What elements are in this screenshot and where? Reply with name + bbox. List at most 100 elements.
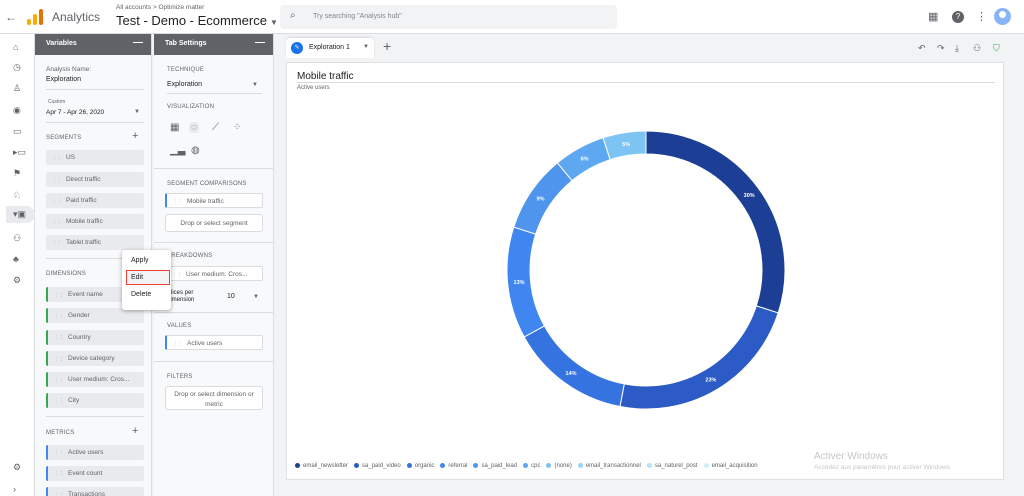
explore-icon[interactable]: ▾▣ bbox=[6, 206, 35, 223]
dimension-chip[interactable]: Gender bbox=[46, 308, 144, 323]
admin-icon[interactable]: ⚙ bbox=[13, 275, 22, 285]
legend-item[interactable]: organic bbox=[406, 462, 434, 469]
slice-label: 14% bbox=[566, 371, 577, 377]
divider bbox=[46, 122, 144, 123]
conversions-icon[interactable]: ▸▭ bbox=[13, 147, 27, 157]
audience-icon[interactable]: ♙ bbox=[13, 83, 22, 93]
table-icon[interactable]: ▦ bbox=[170, 122, 180, 133]
variables-header: Variables — bbox=[35, 34, 151, 55]
segment-chip[interactable]: Tablet traffic bbox=[46, 235, 144, 250]
globe-icon[interactable]: ◍ bbox=[191, 145, 200, 156]
tab-exploration-1[interactable]: ✎ Exploration 1 ▼ bbox=[286, 38, 374, 58]
arrow-left-icon[interactable]: ← bbox=[5, 10, 17, 24]
more-vert-icon[interactable]: ⋮ bbox=[976, 11, 987, 23]
legend-item[interactable]: referral bbox=[440, 462, 467, 469]
donut-slice-sa_paid_video[interactable] bbox=[619, 305, 779, 410]
caret-down-icon[interactable]: ▼ bbox=[363, 44, 369, 50]
analytics-logo-icon bbox=[27, 9, 43, 25]
drop-segment-zone[interactable]: Drop or select segment bbox=[165, 214, 263, 232]
dimension-chip[interactable]: Event name bbox=[46, 287, 144, 302]
technique-label: TECHNIQUE bbox=[167, 67, 205, 73]
segments-label: SEGMENTS bbox=[46, 135, 82, 141]
legend-item[interactable]: sa_paid_video bbox=[354, 462, 401, 469]
chart-legend: email_newsletter sa_paid_video organic refe… bbox=[295, 460, 764, 470]
account-icon[interactable] bbox=[994, 8, 1011, 25]
line-chart-icon[interactable]: ⟋ bbox=[212, 122, 219, 133]
delete-menu-item[interactable]: Delete bbox=[131, 291, 152, 298]
values-label: VALUES bbox=[167, 323, 192, 329]
legend-dot-icon bbox=[473, 462, 479, 468]
edit-menu-item[interactable]: Edit bbox=[126, 270, 170, 285]
slice-label: 13% bbox=[514, 280, 525, 286]
acquisition-icon[interactable]: ◉ bbox=[13, 105, 21, 115]
share-users-icon[interactable]: ⚇ bbox=[973, 43, 982, 53]
dimension-chip[interactable]: City bbox=[46, 393, 144, 408]
download-icon[interactable]: ⤓ bbox=[955, 43, 959, 53]
expand-icon[interactable]: › bbox=[13, 484, 16, 494]
donut-slice-organic[interactable] bbox=[523, 325, 625, 408]
donut-slice-(none)[interactable] bbox=[602, 130, 647, 161]
legend-label: email_transactionnel bbox=[585, 463, 641, 469]
legend-item[interactable]: sa_naturel_post bbox=[646, 462, 698, 469]
add-segment-button[interactable]: + bbox=[132, 130, 139, 142]
dimension-chip[interactable]: User medium: Cros... bbox=[46, 372, 144, 387]
search-input[interactable]: ⌕ Try searching "Analysis hub" bbox=[280, 5, 617, 29]
metric-chip[interactable]: Active users bbox=[46, 445, 144, 460]
technique-select[interactable]: Exploration bbox=[167, 81, 203, 88]
help-icon[interactable]: ? bbox=[952, 11, 964, 23]
segment-chip[interactable]: Direct traffic bbox=[46, 172, 144, 187]
property-name: Test - Demo - Ecommerce bbox=[116, 13, 267, 28]
dimension-chip[interactable]: Device category bbox=[46, 351, 144, 366]
add-metric-button[interactable]: + bbox=[132, 425, 139, 437]
behavior-icon[interactable]: ▭ bbox=[13, 126, 22, 136]
drop-filter-zone[interactable]: Drop or select dimension or metric bbox=[165, 386, 263, 410]
breadcrumb[interactable]: All accounts > Optimize matter bbox=[116, 4, 205, 11]
legend-label: email_acquisition bbox=[711, 463, 758, 469]
flag-icon[interactable]: ⚑ bbox=[13, 168, 22, 178]
analysis-name-input[interactable]: Exploration bbox=[46, 76, 82, 83]
custom-label: Custom bbox=[48, 99, 66, 105]
date-range-select[interactable]: Apr 7 - Apr 26, 2020 bbox=[46, 109, 105, 116]
breakdown-chip[interactable]: User medium: Cros... bbox=[165, 266, 263, 281]
segment-context-menu: Apply Edit Delete bbox=[122, 250, 171, 310]
donut-slice-email_newsletter[interactable] bbox=[645, 130, 786, 314]
plus-icon[interactable]: + bbox=[383, 38, 392, 54]
legend-dot-icon bbox=[440, 462, 446, 468]
legend-label: email_newsletter bbox=[303, 463, 349, 469]
scatter-icon[interactable]: ⁘ bbox=[233, 122, 242, 133]
metric-chip[interactable]: Event count bbox=[46, 466, 144, 481]
segment-chip[interactable]: Mobile traffic bbox=[46, 214, 144, 229]
value-chip[interactable]: Active users bbox=[165, 335, 263, 350]
attribution-icon[interactable]: ♘ bbox=[13, 190, 22, 200]
segment-chip[interactable]: Paid traffic bbox=[46, 193, 144, 208]
legend-item[interactable]: cpc bbox=[523, 462, 540, 469]
legend-item[interactable]: sa_paid_lead bbox=[473, 462, 517, 469]
bar-chart-icon[interactable]: ▁▃ bbox=[170, 145, 186, 156]
legend-item[interactable]: email_acquisition bbox=[703, 462, 758, 469]
undo-icon[interactable]: ↶ bbox=[918, 43, 926, 53]
divider bbox=[154, 361, 273, 362]
slices-select[interactable]: 10 bbox=[227, 293, 235, 300]
property-selector[interactable]: Test - Demo - Ecommerce ▼ bbox=[116, 13, 278, 28]
donut-icon[interactable]: ◌ bbox=[189, 122, 199, 133]
settings-icon[interactable]: ⚙ bbox=[13, 462, 22, 472]
home-icon[interactable]: ⌂ bbox=[13, 42, 19, 52]
metric-chip[interactable]: Transactions bbox=[46, 487, 144, 496]
slice-label: 9% bbox=[537, 196, 545, 202]
users-icon[interactable]: ⚇ bbox=[13, 233, 22, 243]
apply-menu-item[interactable]: Apply bbox=[131, 257, 149, 264]
segment-chip[interactable]: US bbox=[46, 150, 144, 165]
legend-dot-icon bbox=[406, 462, 412, 468]
realtime-icon[interactable]: ◷ bbox=[13, 62, 21, 72]
legend-item[interactable]: email_newsletter bbox=[295, 462, 349, 469]
legend-item[interactable]: email_transactionnel bbox=[577, 462, 641, 469]
legend-item[interactable]: (none) bbox=[546, 462, 572, 469]
segment-comparison-chip[interactable]: Mobile traffic bbox=[165, 193, 263, 208]
redo-icon[interactable]: ↷ bbox=[937, 43, 945, 53]
minimize-icon[interactable]: — bbox=[133, 37, 143, 48]
legend-label: (none) bbox=[554, 463, 572, 469]
apps-icon[interactable]: ▦ bbox=[928, 11, 939, 23]
dimension-chip[interactable]: Country bbox=[46, 330, 144, 345]
minimize-icon[interactable]: — bbox=[255, 37, 265, 48]
hierarchy-icon[interactable]: ♣ bbox=[13, 254, 19, 264]
